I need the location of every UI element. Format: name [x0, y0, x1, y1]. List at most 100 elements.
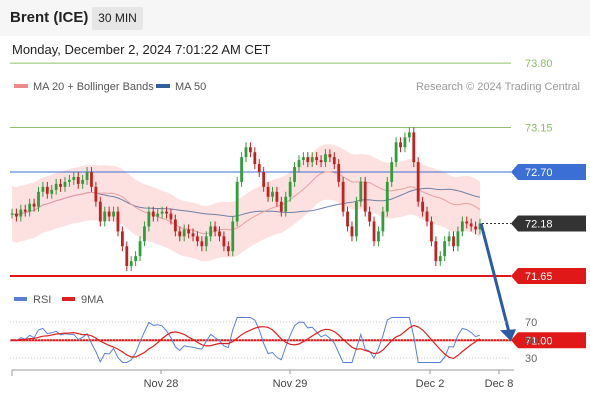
rsi-legend-label: RSI: [33, 294, 51, 306]
candle-body: [37, 191, 40, 207]
candle-body: [63, 181, 67, 187]
candle-body: [341, 181, 345, 212]
candle-body: [72, 176, 76, 180]
candle-body: [226, 246, 230, 252]
candle-body: [385, 181, 389, 212]
forecast-arrow: [479, 223, 511, 333]
candle-body: [434, 241, 438, 262]
candle-body: [165, 211, 168, 214]
candle-body: [94, 186, 98, 202]
candle-body: [253, 152, 257, 165]
rsi-tick-70: 70: [525, 317, 537, 329]
candle-body: [443, 241, 447, 257]
pivot-tag-72.70: 72.70: [525, 167, 553, 179]
candle-body: [368, 211, 372, 222]
ma50-legend-swatch: [156, 84, 170, 88]
candle-body: [456, 231, 460, 247]
candle-body: [156, 213, 160, 217]
candle-body: [412, 132, 416, 163]
support-tag-71.00: 71.00: [525, 335, 553, 347]
x-tick-label: Dec 2: [416, 378, 445, 390]
candle-body: [288, 181, 292, 197]
candle-body: [204, 236, 208, 247]
candle-body: [372, 221, 376, 242]
candle-body: [178, 231, 182, 237]
candle-body: [381, 211, 385, 232]
candle-body: [249, 147, 252, 153]
rsi-ma-legend-swatch: [62, 297, 75, 301]
rsi-line: [11, 317, 481, 364]
candle-body: [90, 172, 93, 187]
current-price-tag-72.18: 72.18: [525, 218, 553, 230]
candle-body: [416, 162, 420, 202]
candle-body: [112, 211, 115, 217]
candle-body: [421, 201, 425, 212]
candle-body: [425, 211, 429, 222]
candle-body: [81, 179, 85, 184]
candle-body: [191, 233, 195, 237]
candle-body: [275, 191, 279, 202]
candle-body: [328, 154, 332, 158]
current-price-tag-bg-72.18: [511, 215, 586, 232]
candle-body: [103, 211, 107, 222]
candle-body: [134, 256, 138, 262]
support-tag-bg-71.00: [511, 332, 586, 349]
candle-body: [67, 179, 71, 182]
ma20-line: [11, 171, 481, 235]
candle-body: [315, 157, 319, 161]
timestamp: Monday, December 2, 2024 7:01:22 AM CET: [12, 42, 271, 57]
rsi-tick-50: 50: [525, 335, 537, 347]
candle-body: [297, 160, 301, 168]
rsi-ma-legend-label: 9MA: [81, 294, 104, 306]
candle-body: [59, 183, 62, 187]
x-tick-label: Nov 29: [273, 378, 308, 390]
candle-body: [293, 167, 296, 182]
candle-body: [271, 191, 274, 197]
candle-body: [465, 221, 469, 224]
candle-body: [19, 209, 23, 217]
candle-body: [41, 186, 45, 192]
timeframe-button[interactable]: 30 MIN: [92, 7, 143, 30]
ma20-legend-swatch: [14, 84, 28, 88]
forecast-arrowhead: [500, 329, 516, 342]
candle-body: [262, 172, 266, 187]
candle-body: [151, 211, 155, 217]
candle-body: [120, 231, 124, 247]
candle-body: [478, 223, 482, 230]
rsi-legend-swatch: [14, 297, 27, 301]
candle-body: [363, 181, 367, 212]
candle-body: [50, 189, 54, 194]
candle-body: [138, 241, 142, 257]
candle-body: [116, 211, 120, 232]
candle-body: [284, 196, 288, 212]
candle-body: [54, 183, 58, 190]
ma50-legend-label: MA 50: [175, 81, 206, 93]
candle-body: [469, 223, 473, 227]
candle-body: [407, 132, 411, 138]
candle-body: [452, 236, 455, 247]
candle-body: [390, 162, 394, 182]
resistance-tag-73.15: 73.15: [525, 122, 553, 134]
candle-body: [257, 164, 261, 172]
candle-body: [218, 231, 221, 237]
candle-body: [231, 221, 235, 252]
candle-body: [474, 226, 477, 230]
candle-body: [438, 256, 442, 262]
candle-body: [306, 157, 310, 163]
candle-body: [394, 142, 398, 163]
candle-body: [244, 147, 248, 158]
candle-body: [301, 157, 305, 161]
candle-body: [266, 186, 270, 197]
candle-body: [359, 181, 363, 202]
candle-body: [319, 160, 323, 163]
candle-body: [76, 176, 80, 184]
candle-body: [399, 142, 402, 148]
rsi-ma-line: [11, 324, 481, 360]
candle-body: [324, 154, 327, 163]
candle-body: [200, 241, 204, 247]
candle-body: [337, 164, 341, 182]
candle-body: [403, 137, 407, 148]
candle-body: [182, 229, 186, 237]
candle-body: [350, 226, 354, 237]
candle-body: [310, 157, 314, 163]
